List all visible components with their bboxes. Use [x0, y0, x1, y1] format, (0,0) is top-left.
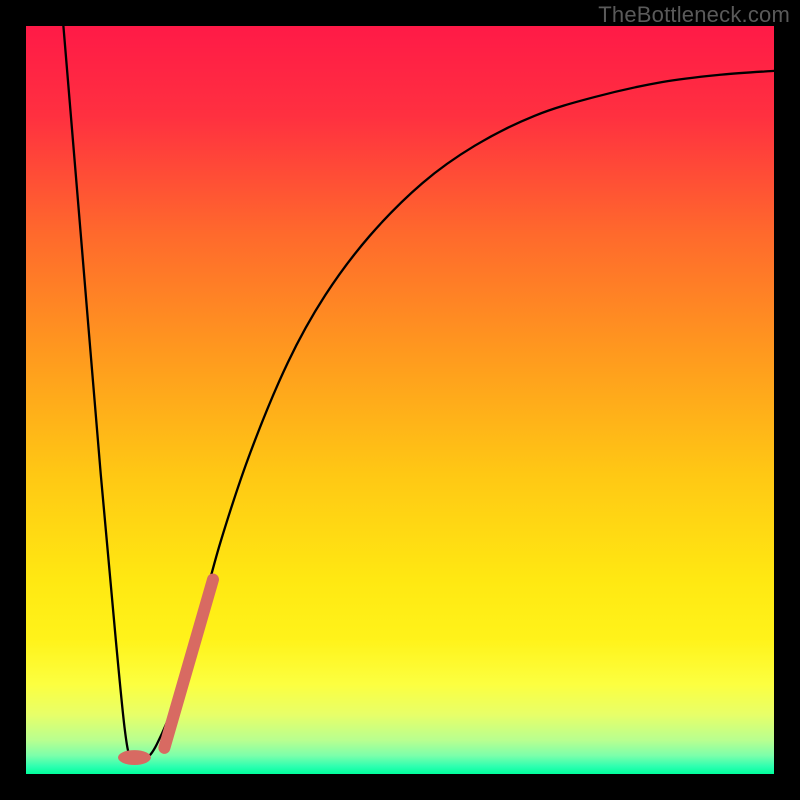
- plot-svg: [26, 26, 774, 774]
- watermark-text: TheBottleneck.com: [598, 2, 790, 28]
- valley-marker: [118, 750, 151, 765]
- plot-area: [26, 26, 774, 774]
- chart-frame: TheBottleneck.com: [0, 0, 800, 800]
- gradient-background: [26, 26, 774, 774]
